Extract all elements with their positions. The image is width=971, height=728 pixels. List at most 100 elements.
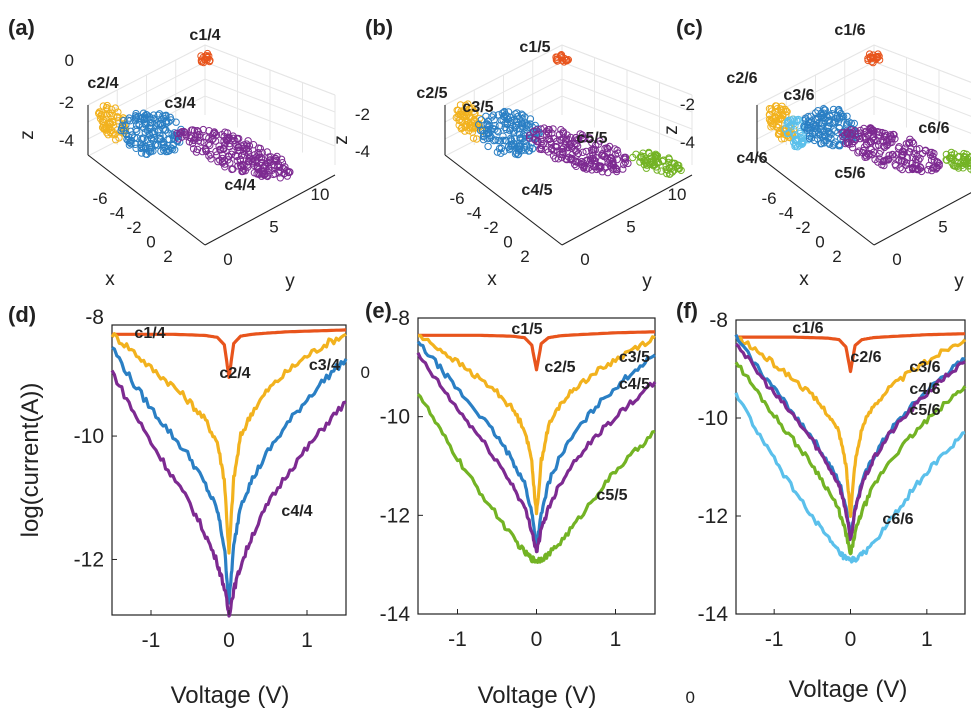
curve-label-c3-4: c3/4 bbox=[309, 357, 340, 374]
scatter-point bbox=[773, 123, 781, 131]
scatter-point bbox=[132, 113, 141, 122]
scatter-point bbox=[579, 148, 587, 157]
scatter-point bbox=[854, 149, 862, 157]
scatter-point bbox=[916, 163, 924, 171]
scatter-point bbox=[881, 157, 889, 165]
x-tick-label: -4 bbox=[109, 204, 124, 223]
scatter-point bbox=[166, 113, 174, 122]
scatter-point bbox=[466, 105, 474, 113]
x-tick-label: -1 bbox=[448, 628, 467, 651]
scatter-point bbox=[883, 138, 891, 146]
y-axis-title: y bbox=[285, 271, 295, 292]
curve-label-c5-6: c5/6 bbox=[909, 402, 940, 419]
scatter-point bbox=[199, 53, 207, 62]
scatter-point bbox=[487, 133, 495, 142]
scatter-point bbox=[549, 125, 557, 133]
scatter-point bbox=[125, 138, 134, 147]
scatter-point bbox=[233, 157, 242, 165]
scatter-point bbox=[779, 111, 787, 120]
scatter-point bbox=[243, 140, 251, 148]
scatter-point bbox=[143, 136, 152, 144]
scatter-point bbox=[537, 125, 545, 133]
scatter-point bbox=[810, 136, 819, 145]
cluster-label-c2-6: c2/6 bbox=[726, 70, 757, 87]
scatter-point bbox=[525, 131, 534, 140]
scatter-point bbox=[861, 135, 870, 144]
cluster-c4 bbox=[173, 125, 294, 182]
scatter-point bbox=[105, 123, 113, 132]
curve-label-c5-5: c5/5 bbox=[596, 487, 627, 504]
curve-label-c4-4: c4/4 bbox=[281, 503, 312, 520]
scatter-point bbox=[141, 143, 150, 151]
scatter-point bbox=[583, 156, 592, 165]
scatter-point bbox=[507, 136, 516, 144]
scatter-point bbox=[95, 109, 103, 117]
scatter-point bbox=[594, 140, 603, 148]
scatter-point bbox=[767, 118, 775, 126]
scatter-point bbox=[281, 163, 289, 171]
scatter-point bbox=[898, 165, 906, 174]
scatter-point bbox=[942, 150, 951, 159]
scatter-point bbox=[197, 58, 206, 66]
scatter-point bbox=[483, 121, 491, 129]
scatter-point bbox=[820, 131, 828, 139]
scatter-point bbox=[152, 140, 160, 149]
scatter-point bbox=[103, 103, 111, 112]
series-line-c1-5 bbox=[418, 330, 656, 372]
scatter-point bbox=[609, 161, 618, 170]
scatter-point bbox=[223, 129, 232, 137]
curve-label-c2-4: c2/4 bbox=[219, 365, 250, 382]
scatter-point bbox=[772, 107, 780, 116]
scatter-point bbox=[161, 143, 170, 152]
scatter-point bbox=[967, 152, 971, 161]
x-tick-label: -6 bbox=[92, 189, 107, 208]
scatter-point bbox=[133, 127, 141, 136]
scatter-point bbox=[460, 113, 469, 121]
z-tick-label: 0 bbox=[686, 688, 695, 707]
scatter-point bbox=[783, 129, 792, 138]
scatter-point bbox=[132, 144, 140, 153]
cluster-c4 bbox=[838, 124, 943, 176]
scatter-point bbox=[500, 107, 509, 116]
scatter-point bbox=[666, 164, 674, 172]
x-tick-label: -4 bbox=[778, 204, 793, 223]
scatter-point bbox=[206, 141, 214, 150]
z-tick-label: -2 bbox=[59, 93, 74, 112]
scatter-point bbox=[830, 140, 838, 148]
scatter-point bbox=[263, 148, 271, 156]
y-tick-label: 0 bbox=[223, 250, 232, 269]
scatter-point bbox=[838, 129, 846, 137]
scatter-point bbox=[906, 135, 914, 144]
scatter-point bbox=[547, 144, 556, 153]
scatter-point bbox=[488, 113, 496, 121]
scatter-point bbox=[843, 120, 851, 129]
z-tick-label: 0 bbox=[65, 51, 74, 70]
series-line-c4-6 bbox=[734, 342, 966, 542]
scatter-point bbox=[471, 109, 479, 117]
y-tick-label: -12 bbox=[698, 505, 728, 528]
scatter-point bbox=[522, 142, 531, 150]
scatter-point bbox=[127, 139, 135, 148]
x-tick-label: -2 bbox=[126, 218, 141, 237]
scatter-point bbox=[526, 134, 534, 142]
scatter-point bbox=[200, 138, 208, 147]
scatter-point bbox=[819, 114, 827, 122]
scatter-point bbox=[172, 118, 180, 126]
scatter-point bbox=[525, 123, 533, 131]
y-tick-label: 0 bbox=[580, 250, 589, 269]
scatter-point bbox=[900, 148, 908, 156]
scatter-point bbox=[836, 115, 844, 123]
scatter-point bbox=[645, 148, 653, 157]
scatter-point bbox=[573, 151, 581, 159]
cluster-label-c5-5: c5/5 bbox=[576, 130, 607, 147]
scatter-point bbox=[506, 144, 514, 152]
scatter-point bbox=[957, 159, 965, 167]
cluster-c4 bbox=[525, 124, 632, 177]
scatter-point bbox=[787, 130, 795, 138]
x-tick-label: 0 bbox=[503, 233, 512, 252]
scatter-point bbox=[482, 130, 491, 138]
scatter-point bbox=[510, 116, 518, 124]
scatter-point bbox=[865, 50, 874, 58]
scatter-point bbox=[835, 140, 844, 149]
